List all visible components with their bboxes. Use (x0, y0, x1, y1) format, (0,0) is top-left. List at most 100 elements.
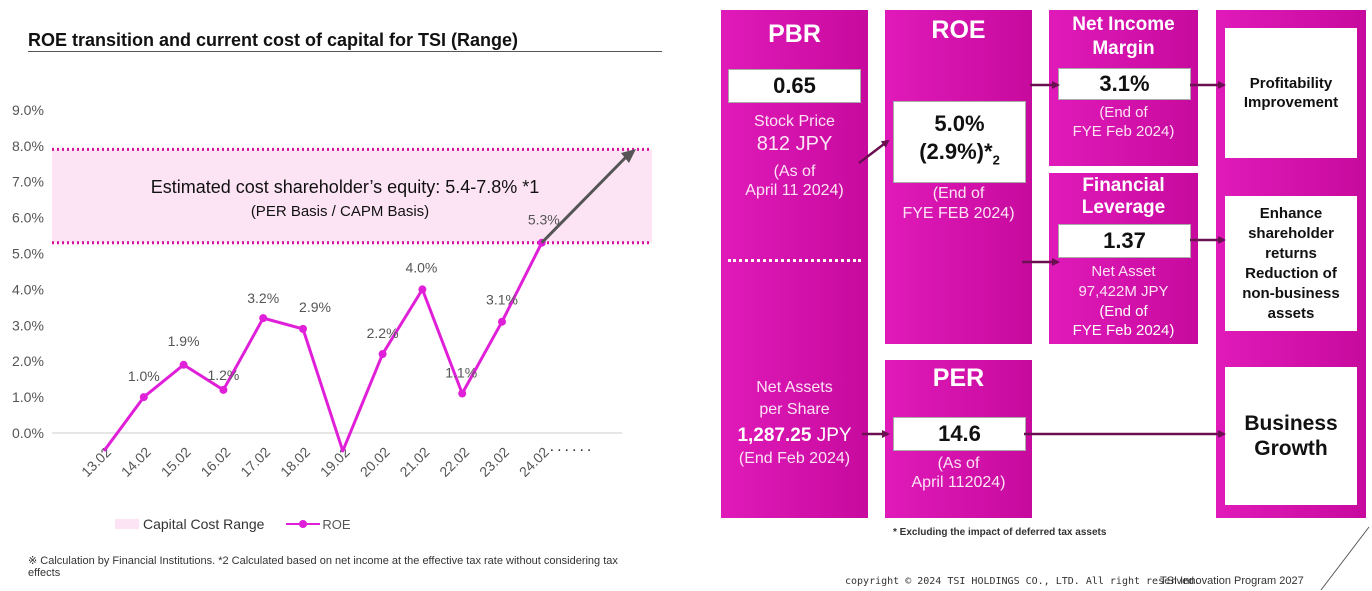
nav-value-unit: JPY (811, 425, 852, 446)
pbr-title: PBR (768, 20, 821, 48)
lev-title-2: Leverage (1081, 197, 1166, 218)
nav-value-number: 1,287.25 (737, 425, 812, 446)
outcomes-box: Profitability Improvement Enhance shareh… (1216, 10, 1366, 518)
chart-legend: Capital Cost Range ROE (115, 516, 351, 532)
y-tick-label: 3.0% (12, 317, 44, 333)
profitability-improvement: Profitability Improvement (1225, 28, 1357, 158)
nav-asof: (End Feb 2024) (738, 450, 851, 467)
y-tick-label: 5.0% (12, 246, 44, 262)
roe-value-box: 5.0% (2.9%)*2 (893, 101, 1026, 183)
x-tick-label: 23.02 (476, 444, 512, 480)
copyright: copyright © 2024 TSI HOLDINGS CO., LTD. … (845, 576, 1201, 587)
per-date: April 112024) (911, 474, 1006, 491)
y-tick-label: 7.0% (12, 174, 44, 190)
data-label: 1.2% (207, 367, 239, 383)
x-tick-label: 13.02 (78, 444, 114, 480)
data-label: 2.9% (299, 299, 331, 315)
chart-footnote: ※ Calculation by Financial Institutions.… (28, 555, 618, 579)
data-label: 3.1% (486, 292, 518, 308)
net-asset-value: 97,422M JPY (1078, 283, 1169, 300)
roe-point (299, 324, 307, 333)
data-label: 1.0% (128, 368, 160, 384)
roe-title: ROE (931, 16, 986, 44)
nav-label-2: per Share (759, 401, 830, 418)
roe-value: 5.0% (934, 110, 985, 136)
roe-point (259, 314, 268, 323)
roe-point (139, 393, 148, 402)
x-tick-label: 14.02 (118, 444, 154, 480)
y-tick-label: 8.0% (12, 138, 44, 154)
legend-band-label: Capital Cost Range (143, 516, 265, 532)
x-tick-label: 15.02 (158, 444, 194, 480)
share-line-4: Reduction of (1245, 264, 1337, 282)
data-label: 2.2% (367, 325, 399, 341)
nav-value: 1,287.25 JPY (721, 424, 868, 447)
title-divider (28, 51, 662, 52)
data-label: 4.0% (405, 259, 437, 275)
y-tick-label: 1.0% (12, 389, 44, 405)
per-value: 14.6 (893, 417, 1026, 451)
data-label: 5.3% (528, 212, 560, 228)
x-tick-label: 16.02 (197, 444, 233, 480)
nav-label-1: Net Assets (756, 379, 833, 396)
data-label: 1.9% (168, 333, 200, 349)
net-asset-label: Net Asset (1091, 263, 1156, 280)
growth-line-2: Growth (1254, 437, 1328, 460)
y-tick-label: 9.0% (12, 102, 44, 118)
legend-roe-marker (286, 520, 321, 528)
roe-line (102, 242, 544, 453)
per-asof: (As of (937, 455, 980, 472)
deferred-tax-note: * Excluding the impact of deferred tax a… (893, 527, 1107, 538)
pbr-box: PBR 0.65 Stock Price 812 JPY (As of Apri… (721, 10, 868, 518)
y-tick-label: 6.0% (12, 210, 44, 226)
share-line-6: assets (1267, 304, 1315, 322)
y-tick-label: 2.0% (12, 353, 44, 369)
x-tick-label: 24.02 (516, 444, 552, 480)
y-tick-label: 4.0% (12, 281, 44, 297)
lev-value: 1.37 (1058, 224, 1191, 258)
trend-arrow (540, 153, 630, 244)
nim-value: 3.1% (1058, 68, 1191, 100)
legend-roe-label: ROE (322, 516, 351, 532)
roe-date: FYE FEB 2024) (902, 205, 1015, 222)
lev-title-1: Financial (1082, 175, 1165, 196)
shareholder-returns: Enhance shareholder returns Reduction of… (1225, 196, 1357, 331)
nim-title-1: Net Income (1072, 14, 1175, 35)
stock-price-date: April 11 2024) (745, 182, 844, 199)
chart-title: ROE transition and current cost of capit… (28, 30, 519, 50)
capital-cost-band (52, 149, 652, 243)
stock-price-asof: (As of (773, 163, 816, 180)
data-labels: 1.0% 1.9% 1.2% 3.2% 2.9% 2.2% 4.0% 1.1% 3.1% 5.3% (128, 212, 560, 384)
roe-box: ROE 5.0% (2.9%)*2 (End of FYE FEB 2024) (885, 10, 1032, 344)
continuation-dots: ...... (550, 438, 595, 455)
nim-date: FYE Feb 2024) (1072, 123, 1175, 140)
profit-line-1: Profitability (1249, 75, 1333, 92)
roe-adjusted-value-main: (2.9%)* (919, 138, 993, 164)
share-line-3: returns (1265, 244, 1317, 262)
roe-adjusted-value-note: 2 (992, 152, 1000, 168)
x-tick-label: 21.02 (396, 444, 432, 480)
roe-point (179, 360, 188, 369)
data-label: 1.1% (445, 365, 477, 381)
per-title: PER (932, 364, 985, 392)
pbr-divider (728, 259, 861, 262)
x-tick-label: 19.02 (317, 444, 353, 480)
data-label: 3.2% (247, 290, 279, 306)
profit-line-2: Improvement (1243, 94, 1339, 111)
roe-chart: Estimated cost shareholder’s equity: 5.4… (12, 102, 652, 480)
program-name: TSI Innovation Program 2027 (1160, 575, 1304, 587)
roe-point (378, 350, 387, 359)
stock-price-label: Stock Price (754, 113, 835, 130)
x-tick-label: 22.02 (436, 444, 472, 480)
x-tick-label: 20.02 (357, 444, 393, 480)
roe-asof: (End of (932, 185, 985, 202)
financial-leverage-box: Financial Leverage 1.37 Net Asset 97,422… (1049, 173, 1198, 344)
roe-point (219, 385, 228, 394)
band-annotation-basis: (PER Basis / CAPM Basis) (251, 203, 429, 220)
net-income-margin-box: Net Income Margin 3.1% (End of FYE Feb 2… (1049, 10, 1198, 166)
nim-asof: (End of (1099, 104, 1148, 121)
stock-price-value: 812 JPY (756, 133, 833, 155)
pbr-value: 0.65 (728, 69, 861, 103)
band-annotation: Estimated cost shareholder’s equity: 5.4… (151, 177, 540, 197)
y-axis: 0.0% 1.0% 2.0% 3.0% 4.0% 5.0% 6.0% 7.0% 8.0% 9.0% (12, 102, 44, 441)
